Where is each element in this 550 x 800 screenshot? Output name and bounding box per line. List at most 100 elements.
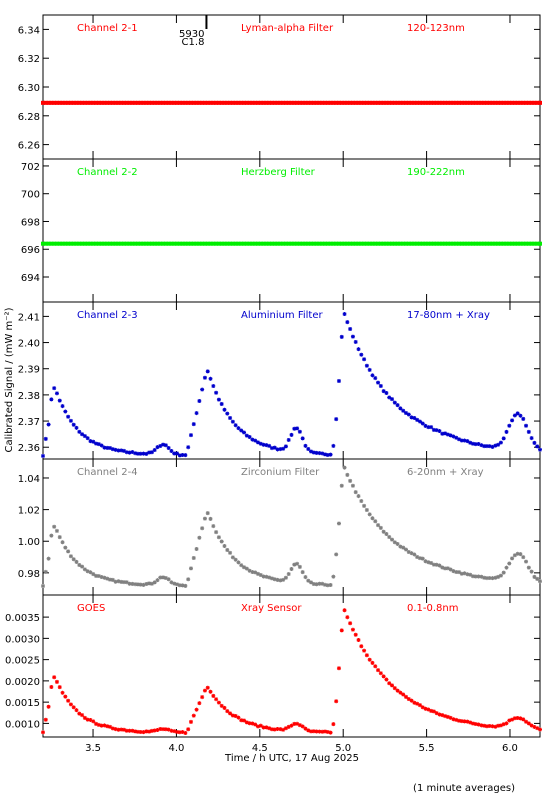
data-point xyxy=(264,574,269,579)
data-point xyxy=(225,548,230,553)
data-point xyxy=(392,100,397,105)
data-point xyxy=(283,726,288,731)
data-point xyxy=(225,100,230,105)
data-point xyxy=(113,100,118,105)
data-point xyxy=(297,100,302,105)
data-point xyxy=(309,100,314,105)
data-point xyxy=(470,241,475,246)
data-point xyxy=(200,241,205,246)
data-point xyxy=(336,241,341,246)
data-point xyxy=(412,700,417,705)
data-point xyxy=(457,241,462,246)
data-point xyxy=(239,563,244,568)
data-point xyxy=(448,433,453,438)
data-point xyxy=(454,100,459,105)
data-point xyxy=(328,241,333,246)
data-point xyxy=(331,241,336,246)
x-tick-label: 4.5 xyxy=(252,743,268,754)
data-point xyxy=(334,699,339,704)
data-point xyxy=(339,483,344,488)
data-point xyxy=(364,508,369,513)
data-point xyxy=(303,575,308,580)
data-point xyxy=(230,555,235,560)
data-point xyxy=(191,422,196,427)
data-point xyxy=(510,717,515,722)
data-point xyxy=(158,726,163,731)
y-tick-label: 0.98 xyxy=(18,569,40,580)
data-point xyxy=(468,440,473,445)
data-point xyxy=(250,241,255,246)
data-point xyxy=(417,241,422,246)
data-point xyxy=(253,570,258,575)
data-point xyxy=(244,433,249,438)
data-point xyxy=(149,241,154,246)
y-tick-label: 2.40 xyxy=(18,339,40,350)
data-point xyxy=(376,523,381,528)
data-point xyxy=(532,100,537,105)
data-point xyxy=(216,100,221,105)
data-point xyxy=(476,574,481,579)
data-point xyxy=(532,574,537,579)
data-point xyxy=(336,100,341,105)
data-point xyxy=(108,100,113,105)
data-point xyxy=(482,575,487,580)
data-point xyxy=(507,423,512,428)
data-point xyxy=(392,400,397,405)
data-point xyxy=(144,100,149,105)
data-point xyxy=(292,426,297,431)
y-tick-label: 1.00 xyxy=(18,537,40,548)
data-point xyxy=(459,438,464,443)
data-point xyxy=(113,727,118,732)
data-point xyxy=(247,435,252,440)
data-point xyxy=(261,241,266,246)
data-point xyxy=(440,241,445,246)
data-point xyxy=(177,583,182,588)
data-point xyxy=(297,723,302,728)
data-point xyxy=(74,559,79,564)
data-point xyxy=(54,679,59,684)
data-point xyxy=(482,723,487,728)
data-point xyxy=(323,241,328,246)
y-tick-label: 1.02 xyxy=(18,506,40,517)
data-point xyxy=(406,241,411,246)
data-point xyxy=(292,721,297,726)
data-point xyxy=(144,451,149,456)
data-point xyxy=(269,576,274,581)
data-point xyxy=(454,570,459,575)
data-point xyxy=(448,715,453,720)
data-point xyxy=(41,730,45,735)
data-point xyxy=(295,100,300,105)
data-point xyxy=(387,535,392,540)
data-point xyxy=(470,574,475,579)
data-point xyxy=(387,241,392,246)
data-point xyxy=(242,241,247,246)
channel-label: Channel 2-4 xyxy=(77,467,138,478)
data-point xyxy=(281,100,286,105)
data-point xyxy=(487,723,492,728)
data-point xyxy=(175,582,180,587)
data-point xyxy=(526,565,531,570)
data-point xyxy=(342,465,347,470)
data-point xyxy=(331,574,336,579)
data-point xyxy=(459,241,464,246)
data-point xyxy=(440,100,445,105)
data-point xyxy=(409,415,414,420)
data-point xyxy=(443,100,448,105)
data-point xyxy=(325,583,330,588)
y-tick-label: 6.34 xyxy=(18,25,40,36)
data-point xyxy=(309,729,314,734)
data-point xyxy=(191,713,196,718)
data-point xyxy=(172,241,177,246)
data-point xyxy=(538,579,542,584)
data-point xyxy=(194,241,199,246)
data-point xyxy=(236,426,241,431)
data-point xyxy=(236,241,241,246)
data-point xyxy=(191,555,196,560)
data-point xyxy=(202,100,207,105)
data-point xyxy=(535,576,540,581)
data-point xyxy=(133,241,138,246)
data-point xyxy=(127,241,132,246)
data-point xyxy=(110,241,115,246)
data-point xyxy=(239,428,244,433)
data-point xyxy=(247,721,252,726)
